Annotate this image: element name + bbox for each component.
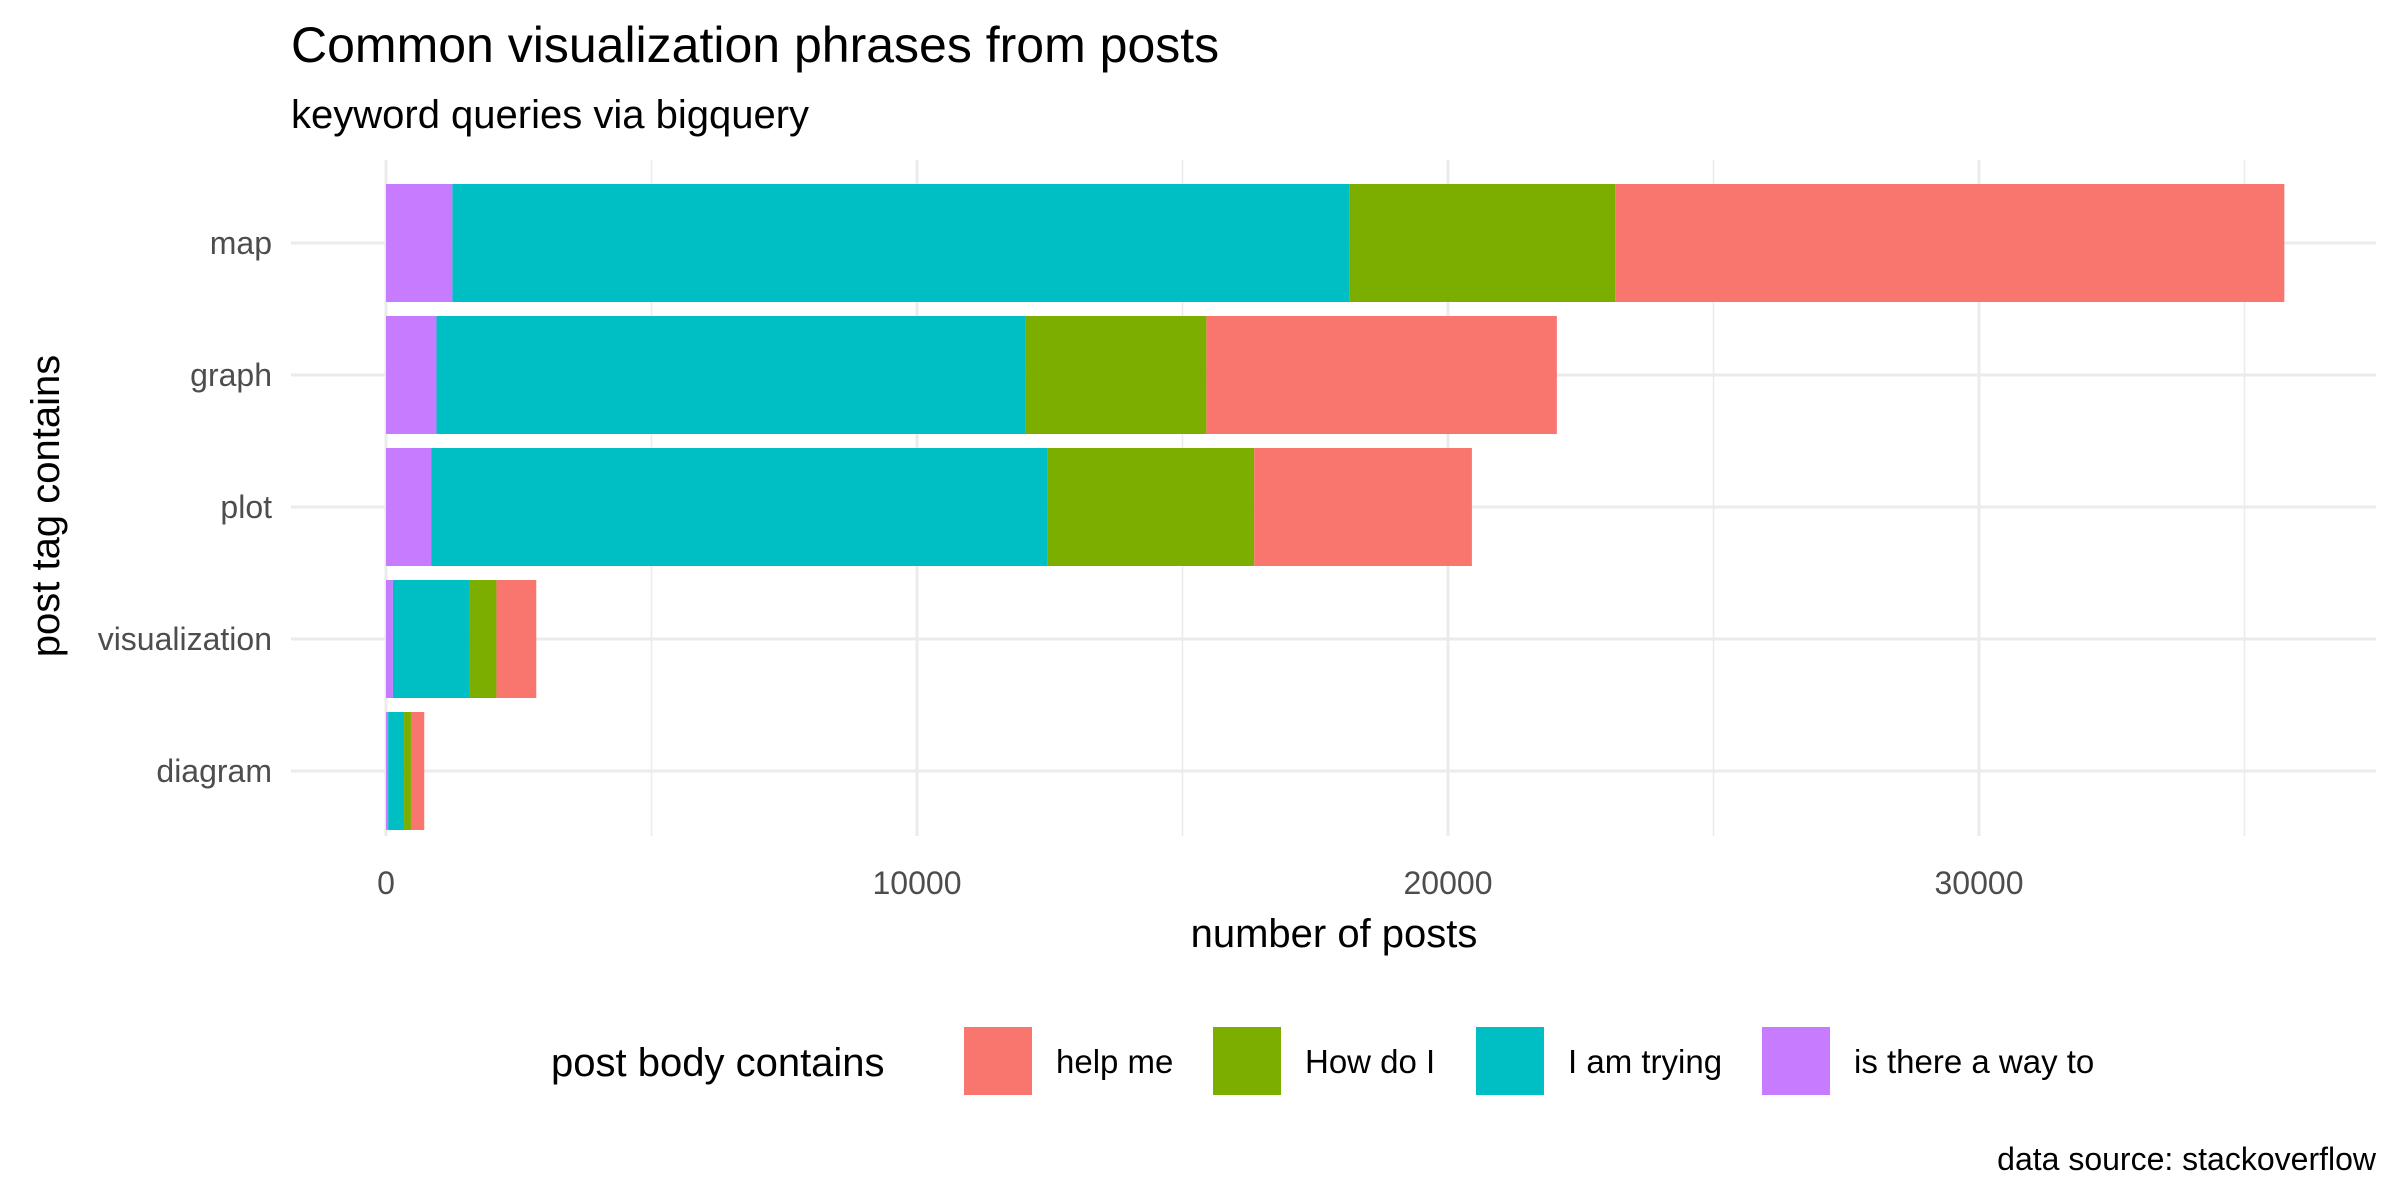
bar-graph-i-am-trying [436, 316, 1026, 434]
y-axis-title: post tag contains [24, 355, 68, 657]
y-tick-label-map: map [210, 225, 272, 261]
legend-label-how-do-i: How do I [1305, 1043, 1435, 1080]
bar-graph-help-me [1206, 316, 1557, 434]
chart-title: Common visualization phrases from posts [291, 17, 1219, 73]
bar-graph-how-do-i [1025, 316, 1207, 434]
bar-visualization-how-do-i [469, 580, 497, 698]
legend-key-i-am-trying [1476, 1027, 1544, 1095]
bar-visualization-help-me [496, 580, 537, 698]
y-tick-label-plot: plot [220, 489, 272, 525]
legend-label-help-me: help me [1056, 1043, 1173, 1080]
bars [386, 184, 2285, 830]
bar-diagram-is-there-a-way-to [386, 712, 389, 830]
legend-label-is-there-a-way-to: is there a way to [1854, 1043, 2094, 1080]
bar-map-i-am-trying [452, 184, 1350, 302]
x-tick-label: 10000 [873, 865, 962, 901]
x-tick-label: 30000 [1935, 865, 2024, 901]
bar-visualization-i-am-trying [392, 580, 470, 698]
bar-visualization-is-there-a-way-to [386, 580, 393, 698]
bar-map-help-me [1615, 184, 2285, 302]
x-tick-label: 0 [377, 865, 395, 901]
y-tick-label-graph: graph [190, 357, 272, 393]
bar-diagram-how-do-i [404, 712, 411, 830]
x-axis-title: number of posts [1191, 912, 1478, 956]
legend-label-i-am-trying: I am trying [1568, 1043, 1722, 1080]
chart-subtitle: keyword queries via bigquery [291, 93, 809, 137]
y-tick-label-diagram: diagram [156, 753, 272, 789]
bar-plot-help-me [1254, 448, 1472, 566]
y-tick-label-visualization: visualization [98, 621, 272, 657]
legend-key-is-there-a-way-to [1762, 1027, 1830, 1095]
y-tick-labels: map graph plot visualization diagram [98, 225, 272, 789]
bar-plot-how-do-i [1047, 448, 1255, 566]
bar-plot-i-am-trying [431, 448, 1048, 566]
bar-diagram-i-am-trying [388, 712, 405, 830]
bar-diagram-help-me [410, 712, 425, 830]
x-tick-label: 20000 [1404, 865, 1493, 901]
legend: post body contains help me How do I I am t… [551, 1027, 2094, 1095]
x-tick-labels: 0 10000 20000 30000 [377, 865, 2023, 901]
bar-map-is-there-a-way-to [386, 184, 453, 302]
legend-key-how-do-i [1213, 1027, 1281, 1095]
bar-plot-is-there-a-way-to [386, 448, 432, 566]
legend-title: post body contains [551, 1041, 885, 1085]
bar-map-how-do-i [1349, 184, 1616, 302]
bar-graph-is-there-a-way-to [386, 316, 437, 434]
chart-caption: data source: stackoverflow [1997, 1141, 2377, 1177]
legend-key-help-me [964, 1027, 1032, 1095]
